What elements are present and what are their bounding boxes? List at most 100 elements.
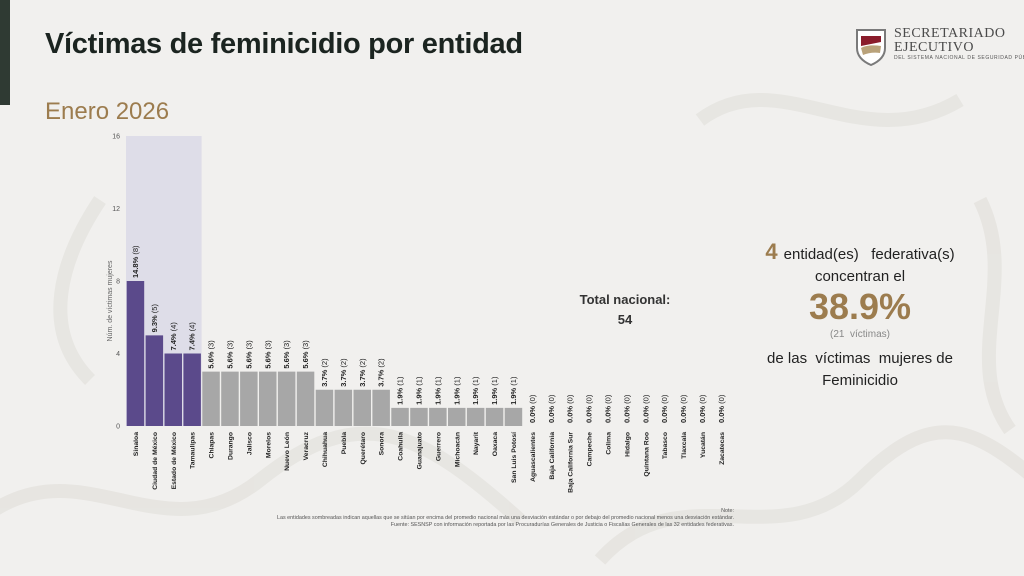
- x-tick-label: Nuevo León: [284, 432, 291, 471]
- y-tick-label: 0: [116, 424, 120, 431]
- bar: [126, 281, 145, 426]
- x-tick-label: Hidalgo: [624, 432, 631, 457]
- bar: [296, 371, 315, 426]
- bar: [315, 389, 334, 426]
- bar: [429, 407, 447, 426]
- data-label: 7.4% (4): [188, 322, 197, 351]
- x-tick-label: Sinaloa: [133, 432, 140, 456]
- x-tick-label: Chihuahua: [322, 432, 329, 467]
- left-accent-strip: [0, 0, 10, 105]
- x-tick-label: Tamaulipas: [190, 432, 197, 469]
- bar: [466, 407, 485, 426]
- data-label: 1.9% (1): [471, 376, 480, 405]
- data-label: 3.7% (2): [320, 358, 329, 387]
- logo-line-2: EJECUTIVO: [894, 40, 974, 55]
- data-label: 3.7% (2): [377, 358, 386, 387]
- x-tick-label: Aguascalientes: [530, 432, 537, 482]
- data-label: 5.6% (3): [207, 340, 216, 369]
- logo-line-1: SECRETARIADO: [894, 26, 1006, 41]
- bar: [183, 353, 201, 426]
- bar: [145, 335, 164, 426]
- x-tick-label: Zacatecas: [719, 432, 726, 465]
- x-tick-label: Colima: [605, 432, 612, 455]
- bar: [164, 353, 182, 426]
- x-tick-label: Ciudad de México: [152, 432, 159, 490]
- data-label: 5.6% (3): [225, 340, 234, 369]
- summary-entity-count: 4: [765, 239, 778, 264]
- data-label: 1.9% (1): [452, 376, 461, 405]
- x-tick-label: Veracruz: [303, 431, 310, 460]
- data-label: 0.0% (0): [717, 394, 726, 423]
- data-label: 9.3% (5): [150, 304, 159, 333]
- data-label: 0.0% (0): [679, 394, 688, 423]
- x-tick-label: Quintana Roo: [643, 432, 650, 477]
- secretariado-logo: SECRETARIADO EJECUTIVO DEL SISTEMA NACIO…: [852, 24, 1024, 70]
- total-nacional-label: Total nacional:: [579, 292, 671, 307]
- data-label: 5.6% (3): [282, 340, 291, 369]
- note-line-1: Las entidades sombreadas indican aquella…: [276, 515, 734, 521]
- x-tick-label: Guanajuato: [416, 432, 423, 469]
- total-nacional-value: 54: [617, 312, 633, 327]
- x-tick-label: Sonora: [379, 432, 386, 456]
- bar: [391, 407, 409, 426]
- bar: [240, 371, 258, 426]
- x-tick-label: Chiapas: [209, 432, 216, 459]
- x-tick-label: Tabasco: [662, 432, 669, 459]
- data-label: 1.9% (1): [414, 376, 423, 405]
- bar: [277, 371, 296, 426]
- summary-percent: 38.9%: [808, 286, 912, 327]
- x-tick-label: Estado de México: [171, 432, 178, 489]
- data-label: 0.0% (0): [641, 394, 650, 423]
- y-tick-label: 4: [116, 351, 120, 358]
- bar: [372, 389, 390, 426]
- bar: [259, 371, 277, 426]
- data-label: 1.9% (1): [396, 376, 405, 405]
- data-label: 1.9% (1): [433, 376, 442, 405]
- data-label: 14.8% (8): [131, 245, 140, 278]
- data-label: 0.0% (0): [660, 394, 669, 423]
- x-tick-label: Durango: [227, 432, 234, 460]
- data-label: 0.0% (0): [547, 394, 556, 423]
- y-tick-label: 12: [112, 206, 120, 213]
- bar: [221, 371, 239, 426]
- x-tick-label: Morelos: [265, 432, 272, 458]
- footnote: Note: Las entidades sombreadas indican a…: [150, 508, 734, 529]
- bar: [504, 407, 523, 426]
- x-tick-label: Coahuila: [398, 432, 405, 461]
- x-tick-label: Campeche: [587, 432, 594, 467]
- page-title: Víctimas de feminicidio por entidad: [45, 28, 523, 60]
- x-tick-label: Jalisco: [246, 432, 253, 455]
- bar: [334, 389, 353, 426]
- summary-line-4: Feminicidio: [822, 372, 898, 389]
- x-tick-label: Nayarit: [473, 431, 480, 455]
- data-label: 0.0% (0): [585, 394, 594, 423]
- logo-line-3: DEL SISTEMA NACIONAL DE SEGURIDAD PÚBLIC…: [894, 55, 1024, 61]
- summary-line-3: de las víctimas mujeres de: [767, 350, 953, 367]
- x-tick-label: Tlaxcala: [681, 432, 688, 459]
- y-tick-label: 8: [116, 279, 120, 286]
- x-tick-label: Querétaro: [360, 432, 367, 464]
- summary-panel: 4 entidad(es) federativa(s) concentran el…: [730, 240, 990, 392]
- data-label: 0.0% (0): [622, 394, 631, 423]
- summary-line-1: 4 entidad(es) federativa(s): [730, 240, 990, 267]
- data-label: 3.7% (2): [339, 358, 348, 387]
- bar: [485, 407, 504, 426]
- x-tick-label: Michoacán: [454, 432, 461, 467]
- bar: [410, 407, 428, 426]
- data-label: 3.7% (2): [358, 358, 367, 387]
- data-label: 0.0% (0): [566, 394, 575, 423]
- summary-line-2: concentran el: [814, 268, 906, 285]
- x-tick-label: Guerrero: [435, 432, 442, 461]
- shield-icon: [856, 29, 886, 66]
- x-tick-label: Baja California: [549, 432, 556, 480]
- bar: [448, 407, 466, 426]
- summary-victims: (21 víctimas): [829, 329, 890, 340]
- x-tick-label: Puebla: [341, 432, 348, 455]
- bar: [353, 389, 371, 426]
- data-label: 0.0% (0): [698, 394, 707, 423]
- data-label: 0.0% (0): [528, 394, 537, 423]
- bar: [202, 371, 220, 426]
- x-tick-label: Yucatán: [700, 432, 707, 458]
